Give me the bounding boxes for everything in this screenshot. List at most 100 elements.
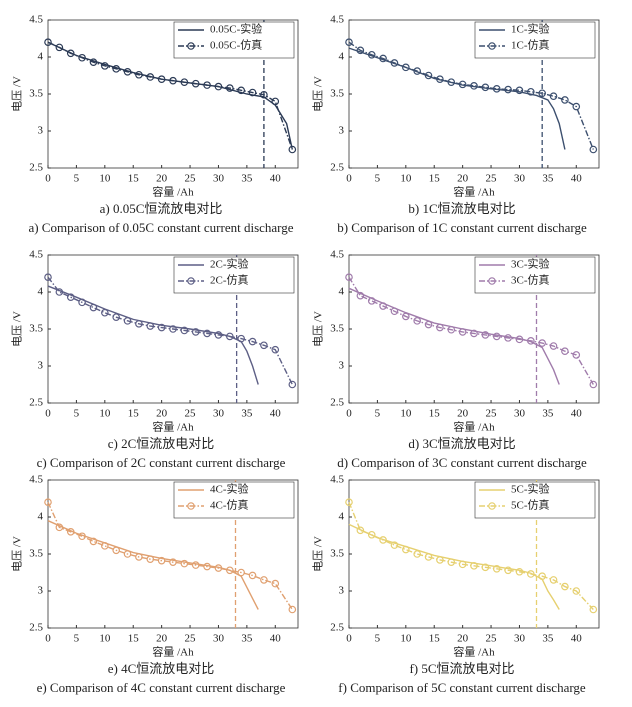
marker [203, 562, 211, 571]
marker [424, 320, 433, 329]
marker [367, 530, 376, 539]
x-tick-label: 40 [270, 173, 282, 185]
legend-box [173, 481, 295, 519]
y-tick-label: 3.5 [330, 88, 344, 100]
x-tick-label: 40 [270, 408, 282, 420]
marker [424, 553, 433, 561]
legend-box [474, 21, 596, 59]
y-tick-label: 3 [38, 360, 44, 372]
x-tick-label: 30 [514, 633, 526, 645]
x-tick-label: 30 [213, 408, 225, 420]
marker [413, 550, 421, 558]
marker [402, 63, 410, 72]
x-tick-label: 0 [346, 633, 352, 645]
legend-label: 0.05C-实验 [210, 22, 262, 36]
x-tick-label: 15 [429, 173, 441, 185]
y-tick-label: 3 [339, 585, 345, 597]
y-tick-label: 2.5 [330, 397, 344, 409]
marker [458, 328, 467, 336]
marker [44, 38, 52, 47]
x-tick-label: 20 [457, 633, 469, 645]
caption: b) 1C恒流放电对比 [408, 201, 515, 216]
marker [572, 351, 581, 359]
y-tick-label: 3.5 [330, 548, 344, 560]
x-axis-label: 容量 /Ah [453, 420, 495, 434]
marker [447, 78, 456, 86]
x-tick-label: 30 [514, 173, 526, 185]
marker [123, 550, 132, 558]
marker [146, 73, 155, 81]
y-tick-label: 4.5 [29, 474, 43, 486]
marker [89, 303, 98, 312]
marker [458, 560, 467, 569]
x-tick-label: 0 [45, 633, 51, 645]
marker [470, 329, 478, 338]
marker [356, 291, 365, 300]
x-tick-label: 40 [571, 173, 583, 185]
caption: e) 4C恒流放电对比 [108, 661, 215, 676]
caption: f) 5C恒流放电对比 [409, 661, 514, 676]
marker [157, 556, 166, 565]
marker [191, 328, 200, 336]
marker [101, 542, 109, 550]
marker [367, 50, 376, 59]
marker [112, 546, 120, 555]
y-tick-label: 4 [38, 511, 44, 523]
marker [367, 297, 376, 305]
marker [549, 342, 558, 350]
x-tick-label: 20 [156, 408, 168, 420]
marker [572, 587, 581, 595]
marker [146, 322, 155, 330]
marker [214, 564, 223, 572]
x-tick-label: 30 [514, 408, 526, 420]
y-axis-label: 电压 /V [312, 311, 325, 347]
marker [260, 90, 268, 99]
y-axis-label: 电压 /V [11, 311, 24, 347]
y-axis-label: 电压 /V [312, 76, 325, 112]
marker [66, 527, 75, 536]
series-line [47, 276, 293, 385]
marker [271, 97, 280, 106]
legend-label: 1C-实验 [511, 22, 550, 36]
marker [55, 288, 64, 296]
marker [470, 82, 478, 90]
marker [345, 273, 353, 282]
marker [237, 568, 245, 577]
marker [504, 566, 512, 575]
x-tick-label: 25 [486, 633, 498, 645]
x-tick-label: 35 [241, 173, 253, 185]
subplot: 0 5 10 15 20 25 30 35 40 2.5 3 3.5 4 4.5 容量 /Ah 电压 /V b)… [312, 14, 600, 235]
y-tick-label: 4 [339, 286, 345, 298]
marker [135, 553, 143, 561]
y-axis-label: 电压 /V [312, 536, 325, 572]
marker [135, 70, 143, 79]
x-tick-label: 0 [45, 173, 51, 185]
y-tick-label: 4.5 [29, 14, 43, 26]
legend-marker [187, 502, 195, 510]
marker [345, 498, 353, 507]
marker [248, 88, 257, 97]
x-tick-label: 5 [74, 173, 80, 185]
marker [214, 82, 223, 91]
marker [226, 84, 234, 92]
marker [470, 562, 478, 570]
x-axis-label: 容量 /Ah [152, 420, 194, 434]
caption-en: f) Comparison of 5C constant current dis… [338, 680, 586, 695]
y-tick-label: 4 [38, 51, 44, 63]
caption-en: a) Comparison of 0.05C constant current … [28, 220, 293, 235]
marker [55, 43, 64, 52]
y-tick-label: 2.5 [330, 162, 344, 174]
x-tick-label: 25 [185, 173, 197, 185]
caption: d) 3C恒流放电对比 [408, 436, 515, 451]
marker [527, 570, 535, 578]
subplot: 0 5 10 15 20 25 30 35 40 2.5 3 3.5 4 4.5 容量 /Ah 电压 /V e)… [11, 474, 299, 695]
x-tick-label: 0 [346, 173, 352, 185]
caption: c) 2C恒流放电对比 [108, 436, 215, 451]
legend-box [173, 21, 295, 59]
legend-label: 0.05C-仿真 [210, 38, 262, 52]
legend-label: 5C-实验 [511, 482, 550, 496]
x-tick-label: 15 [429, 408, 441, 420]
x-tick-label: 35 [241, 408, 253, 420]
marker [390, 541, 399, 549]
